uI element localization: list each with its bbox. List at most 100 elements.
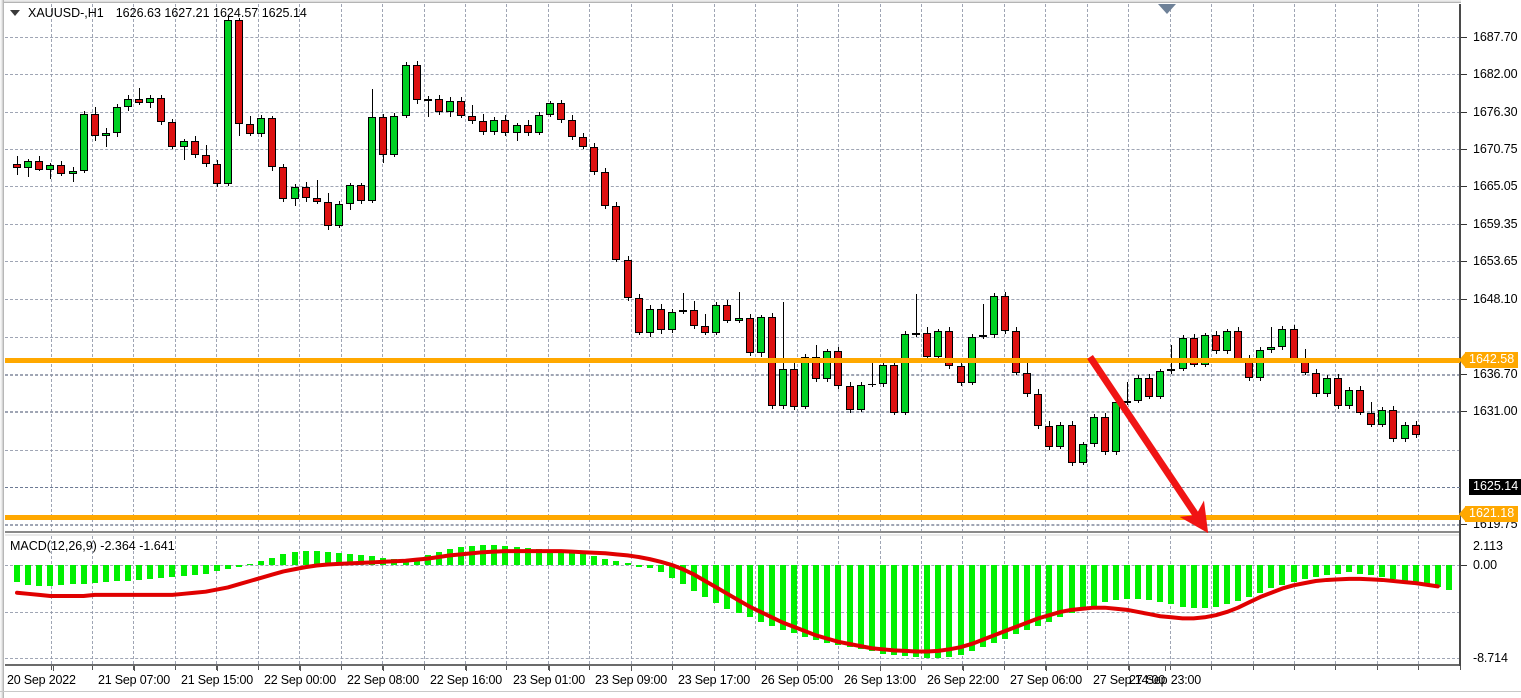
candle-bearish	[212, 163, 221, 184]
gridline-vertical	[340, 4, 342, 532]
macd-histogram-bar	[202, 565, 209, 574]
candle-bullish	[423, 98, 432, 101]
pane-separator-3	[5, 664, 1460, 666]
time-axis-tick	[1046, 666, 1047, 671]
macd-histogram-bar	[668, 565, 675, 578]
candle-bullish	[534, 114, 543, 133]
macd-histogram-bar	[757, 565, 764, 622]
time-axis-label: 23 Sep 01:00	[513, 673, 585, 687]
time-axis-label: 23 Sep 09:00	[595, 673, 667, 687]
candle-bearish	[457, 100, 465, 116]
time-axis[interactable]: 20 Sep 2022 21 Sep 07:00 21 Sep 15:00 22 Se…	[5, 666, 1521, 698]
price-axis-label: 1687.70	[1473, 30, 1518, 44]
macd-axis-label: -8.714	[1473, 651, 1508, 665]
gridline-vertical	[174, 4, 176, 532]
time-axis-tick	[466, 666, 467, 671]
candle-bullish	[179, 141, 188, 147]
macd-histogram-bar	[835, 565, 842, 646]
macd-pane[interactable]	[5, 536, 1460, 664]
candle-bullish	[1156, 371, 1165, 397]
pane-right-border	[1459, 4, 1461, 666]
macd-histogram-bar	[1179, 565, 1186, 607]
candle-bearish	[412, 65, 421, 101]
macd-histogram-bar	[291, 552, 298, 565]
candle-bearish	[135, 98, 144, 103]
chart-header: XAUUSD-,H1 1626.63 1627.21 1624.57 1625.…	[10, 6, 307, 20]
candle-bullish	[1400, 424, 1409, 440]
price-axis-label: 1659.35	[1473, 217, 1518, 231]
price-level-line[interactable]	[5, 515, 1460, 520]
time-axis-minor-tick	[1086, 666, 1088, 670]
macd-histogram-bar	[1445, 565, 1452, 590]
candle-bullish	[712, 304, 721, 333]
triangle-down-icon[interactable]	[10, 10, 20, 16]
time-axis-minor-tick	[465, 666, 466, 670]
macd-histogram-bar	[1146, 565, 1153, 601]
triangle-down-marker	[1158, 4, 1176, 14]
candle-wick	[50, 162, 51, 179]
gridline-horizontal	[5, 374, 1460, 375]
candle-bullish	[368, 117, 377, 202]
gridline-vertical	[920, 4, 922, 532]
macd-histogram-bar	[902, 565, 908, 656]
macd-histogram-bar	[1235, 565, 1241, 602]
candle-bearish	[1311, 372, 1320, 394]
time-axis-minor-tick	[1211, 666, 1213, 670]
macd-histogram-bar	[102, 565, 109, 583]
macd-histogram-bar	[1357, 565, 1364, 574]
time-axis-tick	[383, 666, 384, 671]
macd-histogram-bar	[1368, 565, 1375, 575]
macd-histogram-bar	[1401, 565, 1408, 581]
gridline-horizontal	[5, 374, 1460, 376]
candle-doji	[867, 383, 876, 385]
candle-bearish	[579, 137, 588, 147]
time-axis-minor-tick	[133, 666, 135, 670]
time-axis-minor-tick	[1418, 666, 1420, 670]
window-top-border	[0, 0, 1521, 3]
level-price-tag[interactable]: 1621.18	[1465, 506, 1519, 522]
macd-histogram-bar	[1001, 565, 1008, 639]
macd-histogram-bar	[224, 565, 231, 570]
candle-bearish	[357, 185, 366, 202]
macd-histogram-bar	[868, 565, 875, 652]
macd-histogram-bar	[924, 565, 931, 658]
level-price-tag[interactable]: 1642.58	[1465, 352, 1519, 368]
time-axis-minor-tick	[382, 666, 384, 670]
candle-bearish	[1012, 331, 1020, 373]
candle-bearish	[235, 20, 243, 124]
macd-histogram-bar	[1201, 565, 1208, 608]
macd-histogram-bar	[546, 550, 553, 565]
gridline-horizontal	[5, 524, 1460, 526]
time-axis-minor-tick	[1045, 666, 1047, 670]
candle-bullish	[1378, 409, 1387, 425]
candle-bullish	[878, 364, 887, 384]
price-pane[interactable]	[5, 4, 1460, 532]
macd-histogram-bar	[469, 545, 476, 565]
gridline-horizontal	[5, 224, 1460, 225]
macd-histogram-bar	[813, 565, 820, 640]
candle-bullish	[24, 161, 33, 168]
price-axis[interactable]: 1687.70 1682.00 1676.30 1670.75 1665.05 1659.…	[1459, 0, 1521, 698]
candle-bearish	[90, 114, 99, 136]
macd-histogram-bar	[890, 565, 897, 655]
macd-histogram-bar	[624, 562, 631, 565]
candle-bearish	[1000, 295, 1009, 332]
time-axis-minor-tick	[1128, 666, 1130, 670]
candle-bearish	[1034, 393, 1043, 426]
macd-signal-line	[15, 549, 1440, 654]
candle-wick	[472, 105, 473, 124]
macd-histogram-bar	[180, 565, 187, 576]
candle-bearish	[723, 304, 732, 321]
current-price-tag[interactable]: 1625.14	[1469, 479, 1521, 495]
candle-bullish	[1134, 377, 1143, 401]
gridline-vertical	[423, 4, 425, 532]
time-axis-minor-tick	[299, 666, 301, 670]
macd-indicator-label: MACD(12,26,9) -2.364 -1.641	[10, 539, 175, 553]
macd-histogram-bar	[1035, 565, 1042, 626]
macd-histogram-bar	[1124, 565, 1130, 600]
macd-histogram-bar	[347, 554, 353, 565]
macd-histogram-bar	[946, 565, 953, 657]
macd-histogram-bar	[1168, 565, 1175, 605]
price-level-line[interactable]	[5, 358, 1460, 363]
macd-histogram-bar	[768, 565, 775, 626]
